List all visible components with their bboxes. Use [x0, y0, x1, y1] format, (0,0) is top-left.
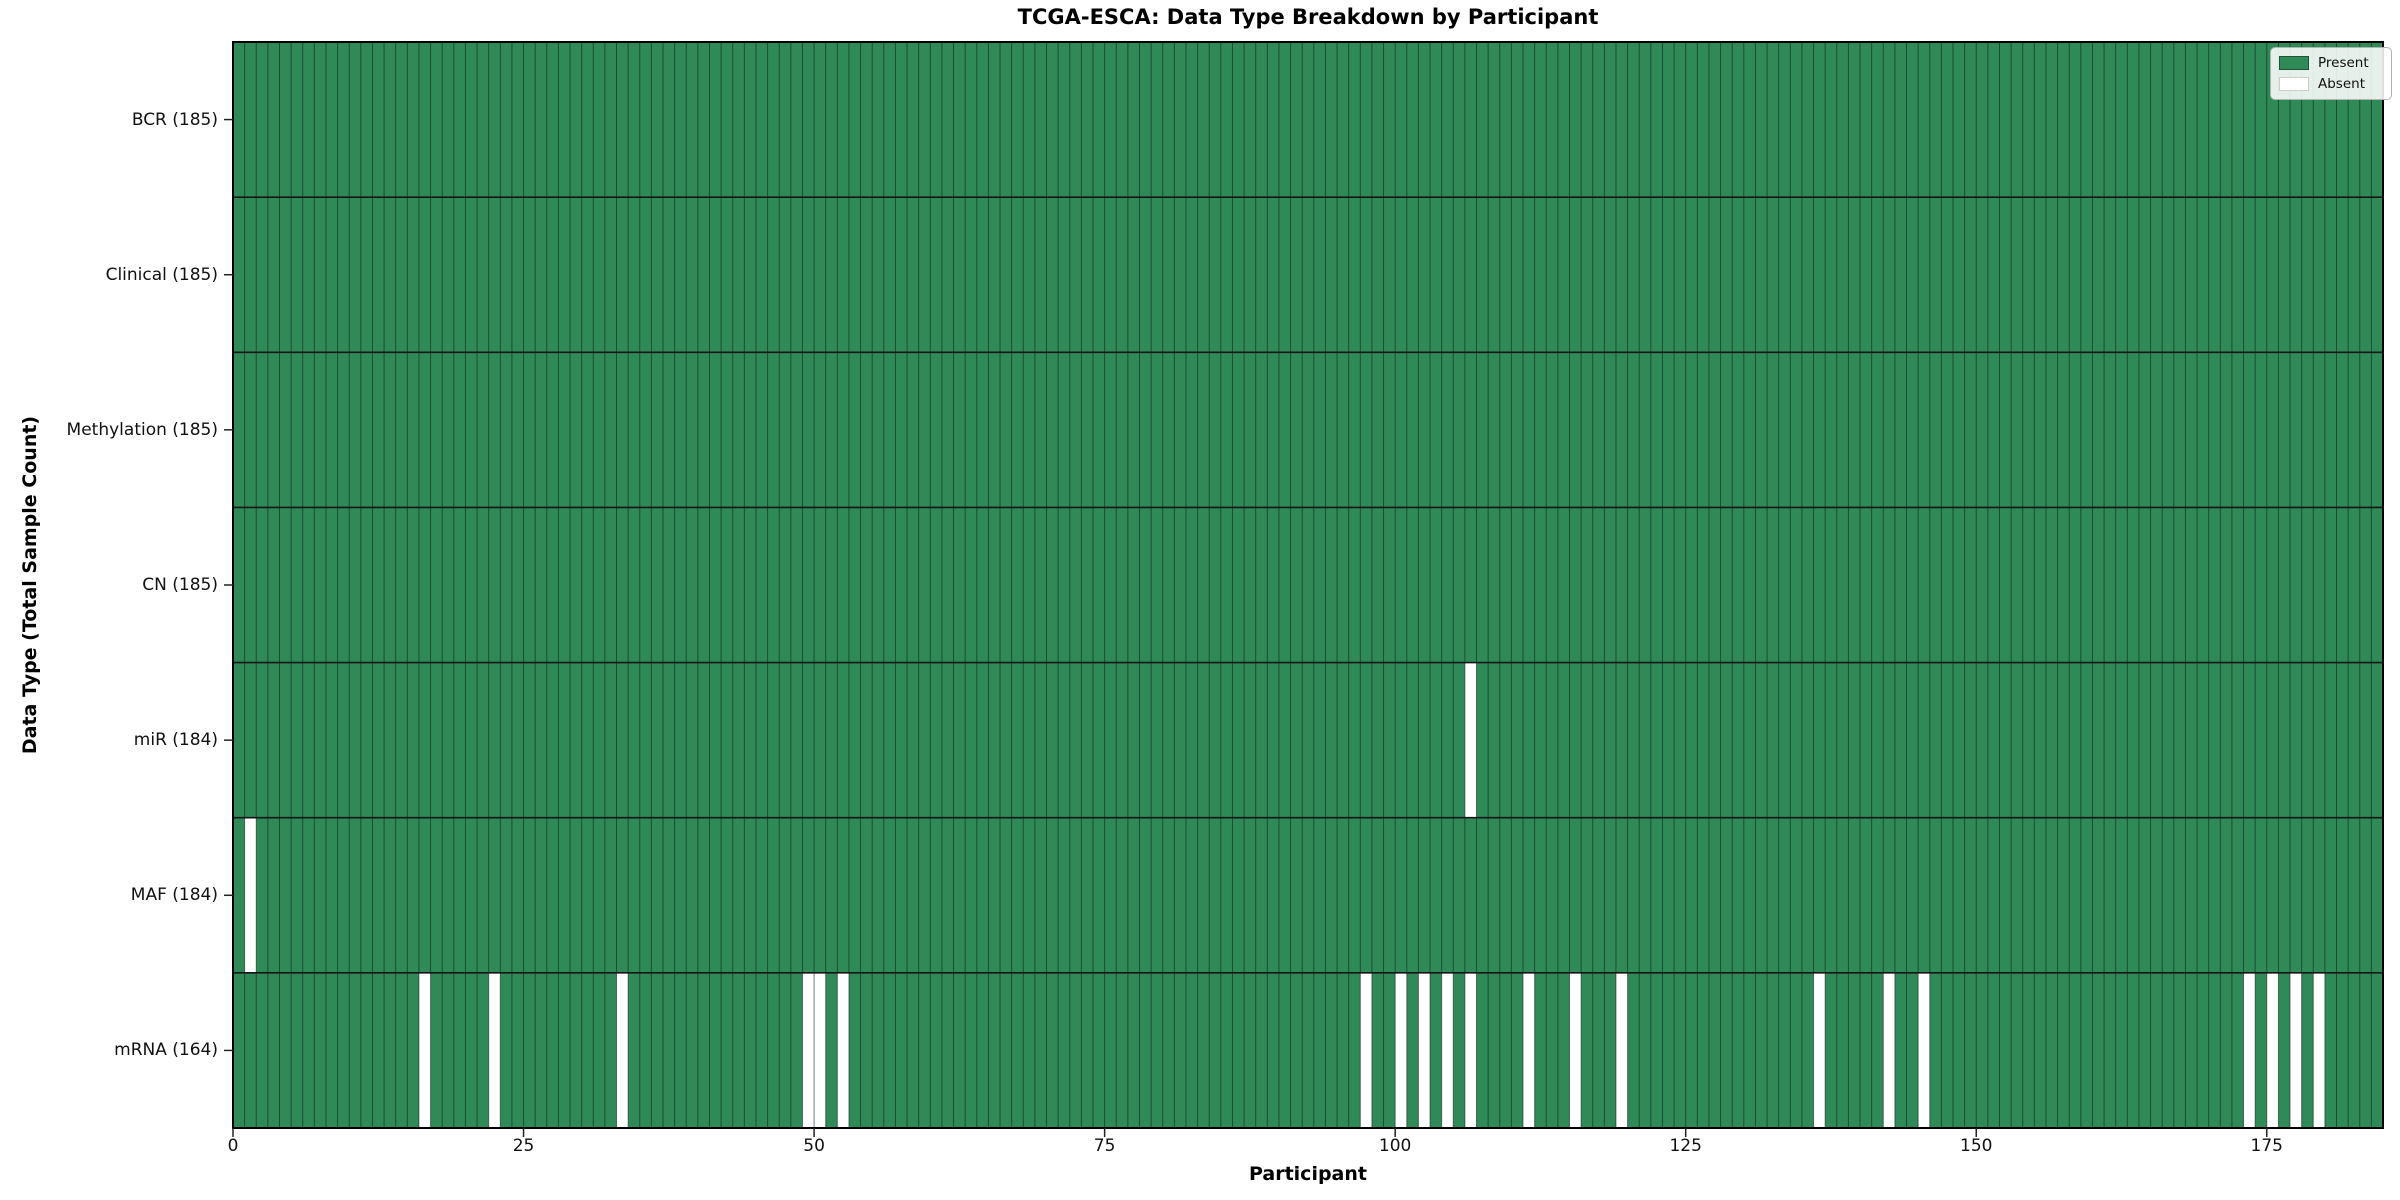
row-Methylation — [233, 352, 2383, 508]
legend-label-absent: Absent — [2318, 76, 2365, 92]
absent-cell — [1464, 972, 1477, 1128]
absent-cell — [2313, 972, 2325, 1128]
row-CN — [233, 507, 2383, 663]
absent-cell — [1569, 972, 1582, 1128]
absent-cell — [2243, 972, 2256, 1128]
absent-cell — [616, 972, 629, 1128]
absent-cell — [1418, 972, 1431, 1128]
y-tick-label-mRNA: mRNA (164) — [114, 1040, 218, 1061]
absent-cell — [837, 972, 849, 1128]
y-tick-label-Methylation: Methylation (185) — [66, 419, 218, 440]
absent-cell — [418, 972, 431, 1128]
absent-cell — [244, 817, 257, 973]
x-tick-label: 100 — [1378, 1136, 1412, 1156]
absent-cell — [1918, 972, 1930, 1128]
x-tick-label: 175 — [2250, 1136, 2284, 1156]
row-BCR — [233, 42, 2383, 198]
legend-label-present: Present — [2318, 55, 2369, 71]
y-tick-label-MAF: MAF (184) — [130, 885, 218, 906]
row-miR — [233, 662, 2383, 818]
absent-cell — [2266, 972, 2279, 1128]
legend-item-present: Present — [2279, 56, 2383, 70]
row-Clinical — [233, 197, 2383, 353]
absent-swatch-icon — [2279, 77, 2309, 91]
y-tick-label-BCR: BCR (185) — [131, 109, 218, 130]
chart-title: TCGA-ESCA: Data Type Breakdown by Partic… — [1017, 5, 1599, 29]
absent-cell — [1441, 972, 1454, 1128]
absent-cell — [1883, 972, 1895, 1128]
absent-cell — [2290, 972, 2302, 1128]
x-tick-label: 50 — [803, 1136, 825, 1156]
present-swatch-icon — [2279, 56, 2309, 70]
absent-cell — [488, 972, 501, 1128]
absent-cell — [802, 972, 815, 1128]
y-tick-label-miR: miR (184) — [133, 730, 218, 751]
absent-cell — [1813, 972, 1826, 1128]
row-MAF — [233, 817, 2383, 973]
legend-item-absent: Absent — [2279, 77, 2383, 91]
row-mRNA — [233, 972, 2383, 1128]
absent-cell — [1615, 972, 1628, 1128]
x-tick-label: 125 — [1669, 1136, 1702, 1156]
x-axis-label: Participant — [1248, 1163, 1367, 1185]
absent-cell — [1523, 972, 1535, 1128]
x-tick-label: 75 — [1093, 1136, 1116, 1156]
x-tick-label: 25 — [512, 1136, 535, 1156]
absent-cell — [1395, 972, 1407, 1128]
x-tick-label: 150 — [1960, 1136, 1993, 1156]
absent-cell — [1464, 662, 1477, 818]
legend: Present Absent — [2270, 47, 2392, 100]
y-tick-label-Clinical: Clinical (185) — [105, 264, 218, 285]
y-tick-label-CN: CN (185) — [142, 575, 218, 595]
x-tick-label: 0 — [227, 1136, 239, 1156]
absent-cell — [1360, 972, 1372, 1128]
absent-cell — [814, 972, 826, 1128]
